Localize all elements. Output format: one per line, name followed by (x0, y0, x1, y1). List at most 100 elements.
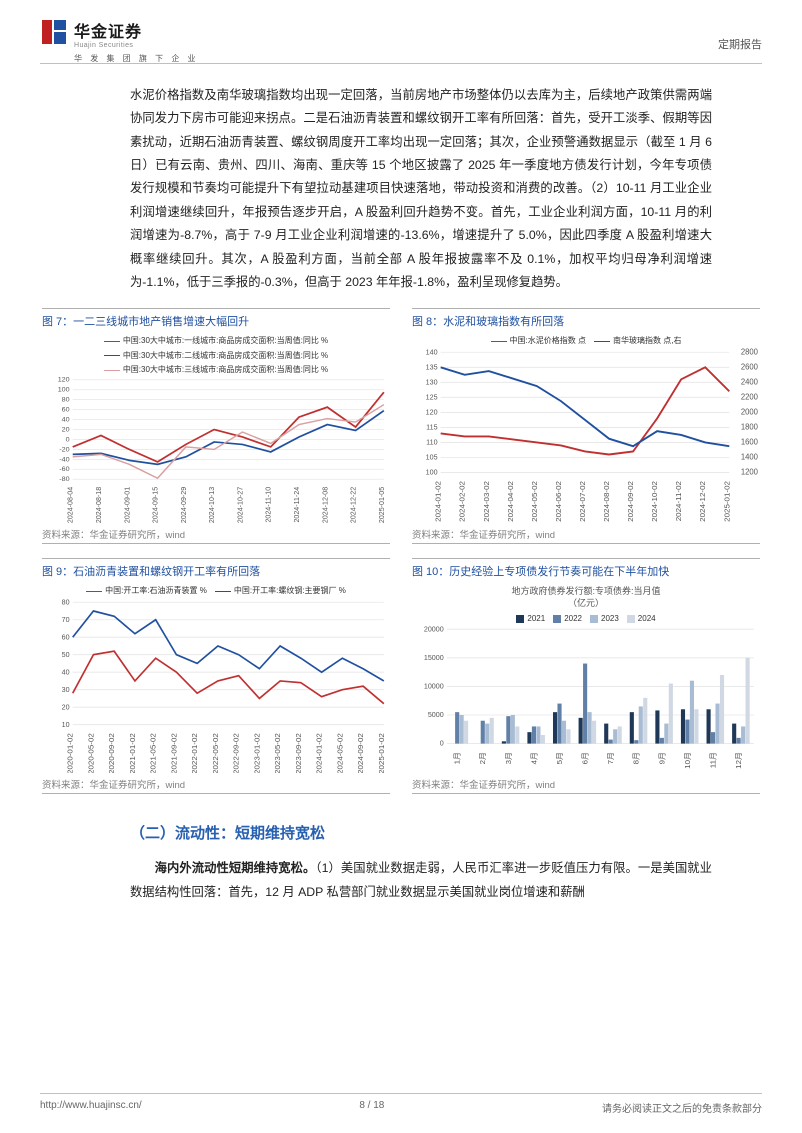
chart-8-title: 图 8：水泥和玻璃指数有所回落 (412, 308, 760, 333)
svg-text:2022-05-02: 2022-05-02 (211, 733, 220, 773)
page-header: 华金证券 Huajin Securities 华 发 集 团 旗 下 企 业 定… (40, 0, 762, 64)
svg-text:8月: 8月 (632, 752, 641, 764)
svg-text:2400: 2400 (741, 377, 759, 386)
report-type: 定期报告 (718, 36, 762, 52)
svg-text:3月: 3月 (504, 752, 513, 764)
svg-text:2600: 2600 (741, 362, 759, 371)
svg-text:2024-12-22: 2024-12-22 (348, 487, 357, 523)
svg-text:2021-05-02: 2021-05-02 (149, 733, 158, 773)
chart-10-subtitle: 地方政府债券发行额:专项债券:当月值（亿元） (412, 583, 760, 610)
charts-grid: 图 7：一二三线城市地产销售增速大幅回升 中国:30大中城市:一线城市:商品房成… (42, 308, 760, 794)
svg-text:2024-09-02: 2024-09-02 (356, 733, 365, 773)
svg-text:2024-08-04: 2024-08-04 (65, 487, 74, 523)
chart-7-title: 图 7：一二三线城市地产销售增速大幅回升 (42, 308, 390, 333)
svg-text:2024-05-02: 2024-05-02 (336, 733, 345, 773)
footer-page: 8 / 18 (359, 1100, 384, 1115)
svg-text:-40: -40 (59, 457, 70, 464)
svg-text:2024-08-18: 2024-08-18 (94, 487, 103, 523)
chart-8: 图 8：水泥和玻璃指数有所回落 中国:水泥价格指数 点南华玻璃指数 点,右 10… (412, 308, 760, 544)
svg-text:20000: 20000 (424, 625, 444, 633)
svg-text:10月: 10月 (683, 752, 692, 769)
footer-disclaimer: 请务必阅读正文之后的免责条款部分 (602, 1100, 762, 1115)
svg-text:40: 40 (62, 417, 70, 424)
svg-text:-80: -80 (59, 477, 70, 484)
svg-text:110: 110 (426, 437, 437, 446)
company-parent: 华 发 集 团 旗 下 企 业 (74, 53, 199, 64)
svg-text:2023-09-02: 2023-09-02 (294, 733, 303, 773)
svg-text:2021-01-02: 2021-01-02 (128, 733, 137, 773)
svg-text:9月: 9月 (657, 752, 666, 764)
chart-7: 图 7：一二三线城市地产销售增速大幅回升 中国:30大中城市:一线城市:商品房成… (42, 308, 390, 544)
svg-text:2月: 2月 (478, 752, 487, 764)
company-name-en: Huajin Securities (74, 42, 199, 49)
chart-10-source: 资料来源：华金证券研究所，wind (412, 773, 760, 794)
svg-text:20: 20 (62, 702, 70, 711)
svg-text:2025-01-02: 2025-01-02 (722, 481, 731, 522)
svg-text:100: 100 (426, 467, 438, 476)
svg-text:5月: 5月 (555, 752, 564, 764)
svg-text:1月: 1月 (453, 752, 462, 764)
svg-text:2024-08-02: 2024-08-02 (602, 481, 611, 522)
chart-9-legend: 中国:开工率:石油沥青装置 %中国:开工率:螺纹钢:主要钢厂 % (42, 583, 390, 597)
chart-9-plot: 中国:开工率:石油沥青装置 %中国:开工率:螺纹钢:主要钢厂 % 1020304… (42, 583, 390, 773)
svg-text:2024-06-02: 2024-06-02 (554, 481, 563, 522)
svg-text:2020-05-02: 2020-05-02 (87, 733, 96, 773)
svg-text:2023-01-02: 2023-01-02 (253, 733, 262, 773)
svg-text:2024-09-29: 2024-09-29 (179, 487, 188, 523)
svg-text:120: 120 (58, 377, 70, 384)
svg-text:2021-09-02: 2021-09-02 (170, 733, 179, 773)
svg-text:10000: 10000 (424, 681, 444, 690)
svg-text:20: 20 (62, 427, 70, 434)
svg-text:60: 60 (62, 407, 70, 414)
svg-text:80: 80 (62, 397, 70, 404)
section-2-body: 海内外流动性短期维持宽松。（1）美国就业数据走弱，人民币汇率进一步贬值压力有限。… (130, 857, 712, 904)
chart-8-source: 资料来源：华金证券研究所，wind (412, 523, 760, 544)
chart-9: 图 9：石油沥青装置和螺纹钢开工率有所回落 中国:开工率:石油沥青装置 %中国:… (42, 558, 390, 794)
chart-10-legend: 2021202220232024 (412, 611, 760, 625)
svg-text:4月: 4月 (529, 752, 538, 764)
svg-text:40: 40 (62, 667, 70, 676)
svg-text:2022-09-02: 2022-09-02 (232, 733, 241, 773)
svg-text:2020-01-02: 2020-01-02 (66, 733, 75, 773)
main-paragraph: 水泥价格指数及南华玻璃指数均出现一定回落，当前房地产市场整体仍以去库为主，后续地… (130, 84, 712, 294)
company-name-cn: 华金证券 (74, 18, 199, 42)
svg-text:135: 135 (426, 362, 438, 371)
svg-text:2024-03-02: 2024-03-02 (482, 481, 491, 522)
svg-text:2024-09-15: 2024-09-15 (150, 487, 159, 523)
svg-text:2024-11-10: 2024-11-10 (263, 487, 272, 523)
svg-text:2024-10-13: 2024-10-13 (207, 487, 216, 523)
svg-text:2020-09-02: 2020-09-02 (107, 733, 116, 773)
svg-text:2024-04-02: 2024-04-02 (506, 481, 515, 522)
svg-text:2024-11-24: 2024-11-24 (292, 487, 301, 523)
svg-text:2800: 2800 (741, 348, 759, 356)
svg-text:5000: 5000 (428, 710, 444, 719)
svg-text:115: 115 (426, 422, 437, 431)
svg-text:2023-05-02: 2023-05-02 (273, 733, 282, 773)
svg-text:100: 100 (58, 387, 70, 394)
svg-text:1400: 1400 (741, 452, 759, 461)
svg-text:2024-07-02: 2024-07-02 (578, 481, 587, 522)
chart-8-plot: 中国:水泥价格指数 点南华玻璃指数 点,右 100105110115120125… (412, 333, 760, 523)
svg-text:120: 120 (426, 407, 438, 416)
svg-text:2024-01-02: 2024-01-02 (434, 481, 443, 522)
section-2-heading: （二）流动性：短期维持宽松 (130, 822, 712, 843)
chart-9-title: 图 9：石油沥青装置和螺纹钢开工率有所回落 (42, 558, 390, 583)
svg-text:2024-09-01: 2024-09-01 (122, 487, 131, 523)
svg-text:2024-12-02: 2024-12-02 (698, 481, 707, 522)
chart-7-source: 资料来源：华金证券研究所，wind (42, 523, 390, 544)
svg-text:30: 30 (62, 684, 70, 693)
svg-text:2000: 2000 (741, 407, 759, 416)
logo-icon (40, 18, 68, 46)
svg-text:2024-12-08: 2024-12-08 (320, 487, 329, 523)
chart-9-source: 资料来源：华金证券研究所，wind (42, 773, 390, 794)
svg-text:12月: 12月 (734, 752, 743, 769)
svg-text:125: 125 (426, 392, 438, 401)
svg-text:-60: -60 (59, 467, 70, 474)
chart-7-plot: 中国:30大中城市:一线城市:商品房成交面积:当周值:同比 %中国:30大中城市… (42, 333, 390, 523)
svg-text:-20: -20 (59, 447, 70, 454)
svg-text:2024-11-02: 2024-11-02 (674, 481, 683, 521)
chart-10-plot: 地方政府债券发行额:专项债券:当月值（亿元） 2021202220232024 … (412, 583, 760, 773)
section-2-lead: 海内外流动性短期维持宽松。 (155, 861, 316, 875)
svg-text:1600: 1600 (741, 437, 759, 446)
svg-text:6月: 6月 (581, 752, 590, 764)
